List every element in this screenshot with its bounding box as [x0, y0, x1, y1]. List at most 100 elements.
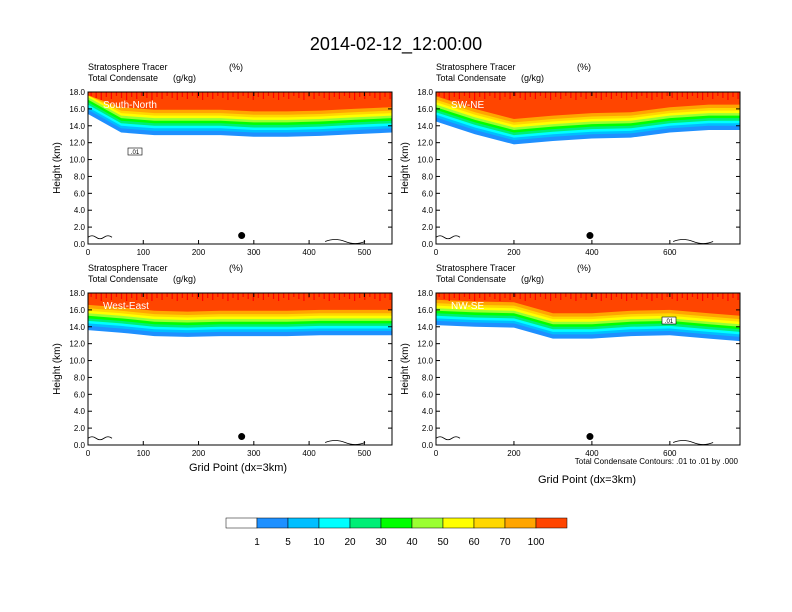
x-tick-label: 400 [585, 248, 599, 257]
y-tick-label: 18.0 [417, 289, 433, 298]
tracer-top-speckle [90, 293, 391, 301]
y-tick-label: 10.0 [69, 156, 85, 165]
colorbar-label: 60 [468, 537, 480, 548]
x-tick-label: 400 [302, 449, 316, 458]
colorbar-label: 10 [313, 537, 325, 548]
colorbar-swatch [442, 517, 475, 529]
y-axis-label: Height (km) [52, 343, 63, 395]
y-tick-label: 0.0 [74, 441, 86, 450]
panel-west-east: Stratosphere Tracer (%) Total Condensate (g… [52, 263, 393, 458]
y-tick-label: 14.0 [417, 122, 433, 131]
y-axis-label: Height (km) [400, 142, 411, 194]
contour-line [88, 436, 113, 441]
contour-line [324, 440, 366, 445]
colorbar-swatch [535, 517, 568, 529]
colorbar-label: 50 [437, 537, 449, 548]
y-tick-label: 14.0 [69, 323, 85, 332]
y-tick-label: 0.0 [422, 441, 434, 450]
colorbar-swatch [504, 517, 537, 529]
y-tick-label: 8.0 [74, 373, 86, 382]
y-tick-label: 12.0 [69, 139, 85, 148]
contour-label: .01 [131, 150, 140, 156]
y-tick-label: 16.0 [69, 306, 85, 315]
tracer-top-speckle [438, 293, 739, 301]
y-tick-label: 6.0 [74, 390, 86, 399]
y-tick-label: 2.0 [422, 424, 434, 433]
y-axis-label: Height (km) [52, 142, 63, 194]
x-tick-label: 600 [663, 248, 677, 257]
y-tick-label: 8.0 [422, 172, 434, 181]
panel-south-north: Stratosphere Tracer (%) Total Condensate (g… [52, 62, 393, 257]
contour-note: Total Condensate Contours: .01 to .01 by… [575, 457, 739, 466]
tracer-top-speckle [438, 92, 739, 100]
contour-label-box [661, 316, 677, 325]
x-tick-label: 100 [137, 248, 151, 257]
y-tick-label: 2.0 [74, 223, 86, 232]
y-tick-label: 14.0 [417, 323, 433, 332]
y-axis-label: Height (km) [400, 343, 411, 395]
y-tick-label: 0.0 [74, 240, 86, 249]
tracer-band-9 [88, 293, 392, 312]
y-tick-label: 10.0 [417, 156, 433, 165]
contour-line [88, 235, 113, 240]
contour-line [436, 436, 461, 441]
location-marker [238, 232, 246, 240]
subtitle-condensate-unit: (g/kg) [521, 73, 544, 83]
x-tick-label: 0 [434, 449, 439, 458]
subtitle-tracer: Stratosphere Tracer [88, 62, 168, 72]
contour-label-box [127, 147, 143, 156]
plot-frame [435, 91, 741, 245]
x-tick-label: 200 [192, 248, 206, 257]
colorbar-swatch [411, 517, 444, 529]
contour-line [436, 235, 461, 240]
colorbar-label: 70 [499, 537, 511, 548]
figure-title: 2014-02-12_12:00:00 [310, 34, 482, 55]
x-axis-label-right: Grid Point (dx=3km) [538, 474, 636, 486]
contour-line [672, 440, 714, 445]
plot-frame [87, 292, 393, 446]
colorbar-label: 5 [285, 537, 291, 548]
colorbar-swatch [473, 517, 506, 529]
tracer-field [436, 92, 740, 145]
y-tick-label: 4.0 [422, 206, 434, 215]
subtitle-tracer-unit: (%) [229, 62, 243, 72]
panel-label: West-East [103, 301, 149, 312]
y-tick-label: 4.0 [74, 407, 86, 416]
y-tick-label: 14.0 [69, 122, 85, 131]
colorbar-swatch [225, 517, 258, 529]
colorbar-label: 30 [375, 537, 387, 548]
y-tick-label: 6.0 [74, 189, 86, 198]
colorbar-swatch [349, 517, 382, 529]
panels: Stratosphere Tracer (%) Total Condensate (g… [52, 62, 741, 458]
x-tick-label: 600 [663, 449, 677, 458]
colorbar: 1 5 10 20 30 40 50 60 70 100 [225, 517, 568, 548]
subtitle-tracer: Stratosphere Tracer [436, 263, 516, 273]
subtitle-tracer-unit: (%) [229, 263, 243, 273]
x-tick-label: 500 [358, 449, 372, 458]
colorbar-swatch [256, 517, 289, 529]
tracer-band-9 [88, 92, 392, 112]
panel-label: NW-SE [451, 301, 484, 312]
subtitle-tracer-unit: (%) [577, 62, 591, 72]
colorbar-swatch [287, 517, 320, 529]
subtitle-condensate: Total Condensate [88, 73, 158, 83]
y-tick-label: 6.0 [422, 189, 434, 198]
y-tick-label: 16.0 [69, 105, 85, 114]
x-tick-label: 0 [86, 248, 91, 257]
colorbar-label: 1 [254, 537, 260, 548]
x-tick-label: 300 [247, 248, 261, 257]
colorbar-label: 40 [406, 537, 418, 548]
y-tick-label: 8.0 [74, 172, 86, 181]
y-tick-label: 12.0 [417, 340, 433, 349]
subtitle-tracer: Stratosphere Tracer [88, 263, 168, 273]
x-tick-label: 100 [137, 449, 151, 458]
y-tick-label: 4.0 [74, 206, 86, 215]
tracer-band-9 [436, 293, 740, 316]
contour-line [324, 239, 366, 244]
subtitle-condensate-unit: (g/kg) [173, 274, 196, 284]
panel-label: South-North [103, 100, 157, 111]
subtitle-condensate: Total Condensate [436, 274, 506, 284]
colorbar-swatch [318, 517, 351, 529]
x-axis-label-left: Grid Point (dx=3km) [189, 462, 287, 474]
